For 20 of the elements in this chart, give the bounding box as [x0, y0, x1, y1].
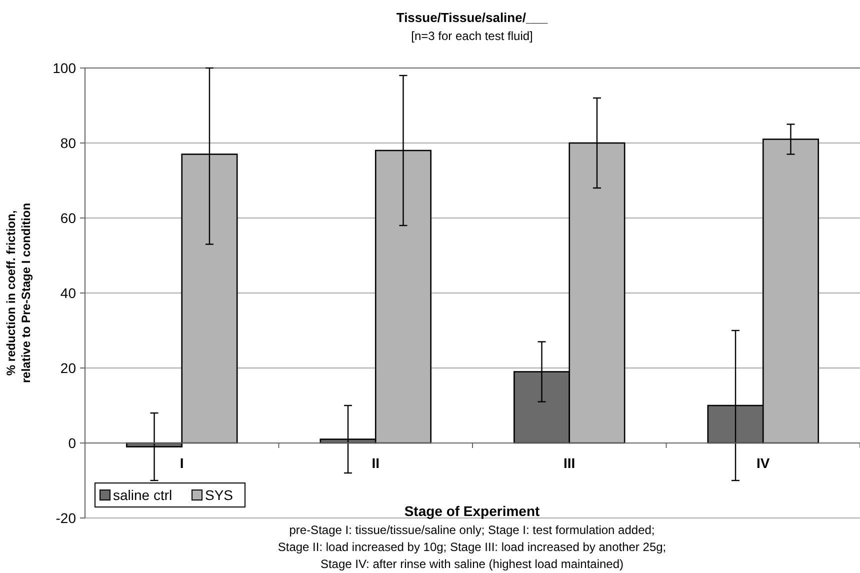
y-tick-label: -20: [56, 510, 76, 526]
y-tick-label: 60: [60, 210, 76, 226]
legend-label: SYS: [205, 487, 234, 503]
x-tick-label: IV: [756, 455, 770, 471]
y-tick-label: 40: [60, 284, 76, 301]
y-tick-label: 100: [52, 60, 76, 76]
x-tick-label: III: [564, 455, 576, 471]
text: Stage II: load increased by 10g; Stage III: load increased by another 25g;: [278, 540, 666, 554]
y-tick-label: 0: [68, 434, 76, 451]
text: pre-Stage I: tissue/tissue/saline only; Stage I: test formulation added;: [289, 523, 655, 537]
chart-subtitle: [n=3 for each test fluid]: [411, 29, 533, 43]
y-tick-label: 80: [60, 134, 76, 151]
x-tick-label: II: [372, 455, 380, 471]
legend-label: saline ctrl: [113, 487, 172, 503]
x-axis-title: Stage of Experiment: [404, 503, 540, 519]
x-tick-label: I: [180, 455, 184, 471]
y-axis-title: % reduction in coeff. friction, relative to Pre-Stage I condition: [4, 202, 33, 384]
chart-title: Tissue/Tissue/saline/___: [396, 10, 548, 25]
text: Stage IV: after rinse with saline (highest load maintained): [320, 557, 624, 571]
y-tick-label: 20: [60, 360, 76, 376]
